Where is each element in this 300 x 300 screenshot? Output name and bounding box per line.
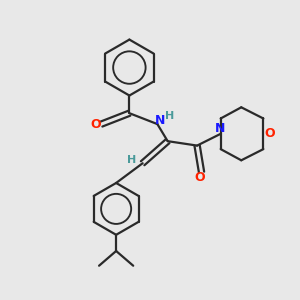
- Text: O: O: [91, 118, 101, 130]
- Text: N: N: [154, 114, 165, 127]
- Text: H: H: [127, 155, 136, 165]
- Text: N: N: [215, 122, 225, 135]
- Text: O: O: [265, 127, 275, 140]
- Text: O: O: [195, 171, 206, 184]
- Text: H: H: [165, 111, 174, 121]
